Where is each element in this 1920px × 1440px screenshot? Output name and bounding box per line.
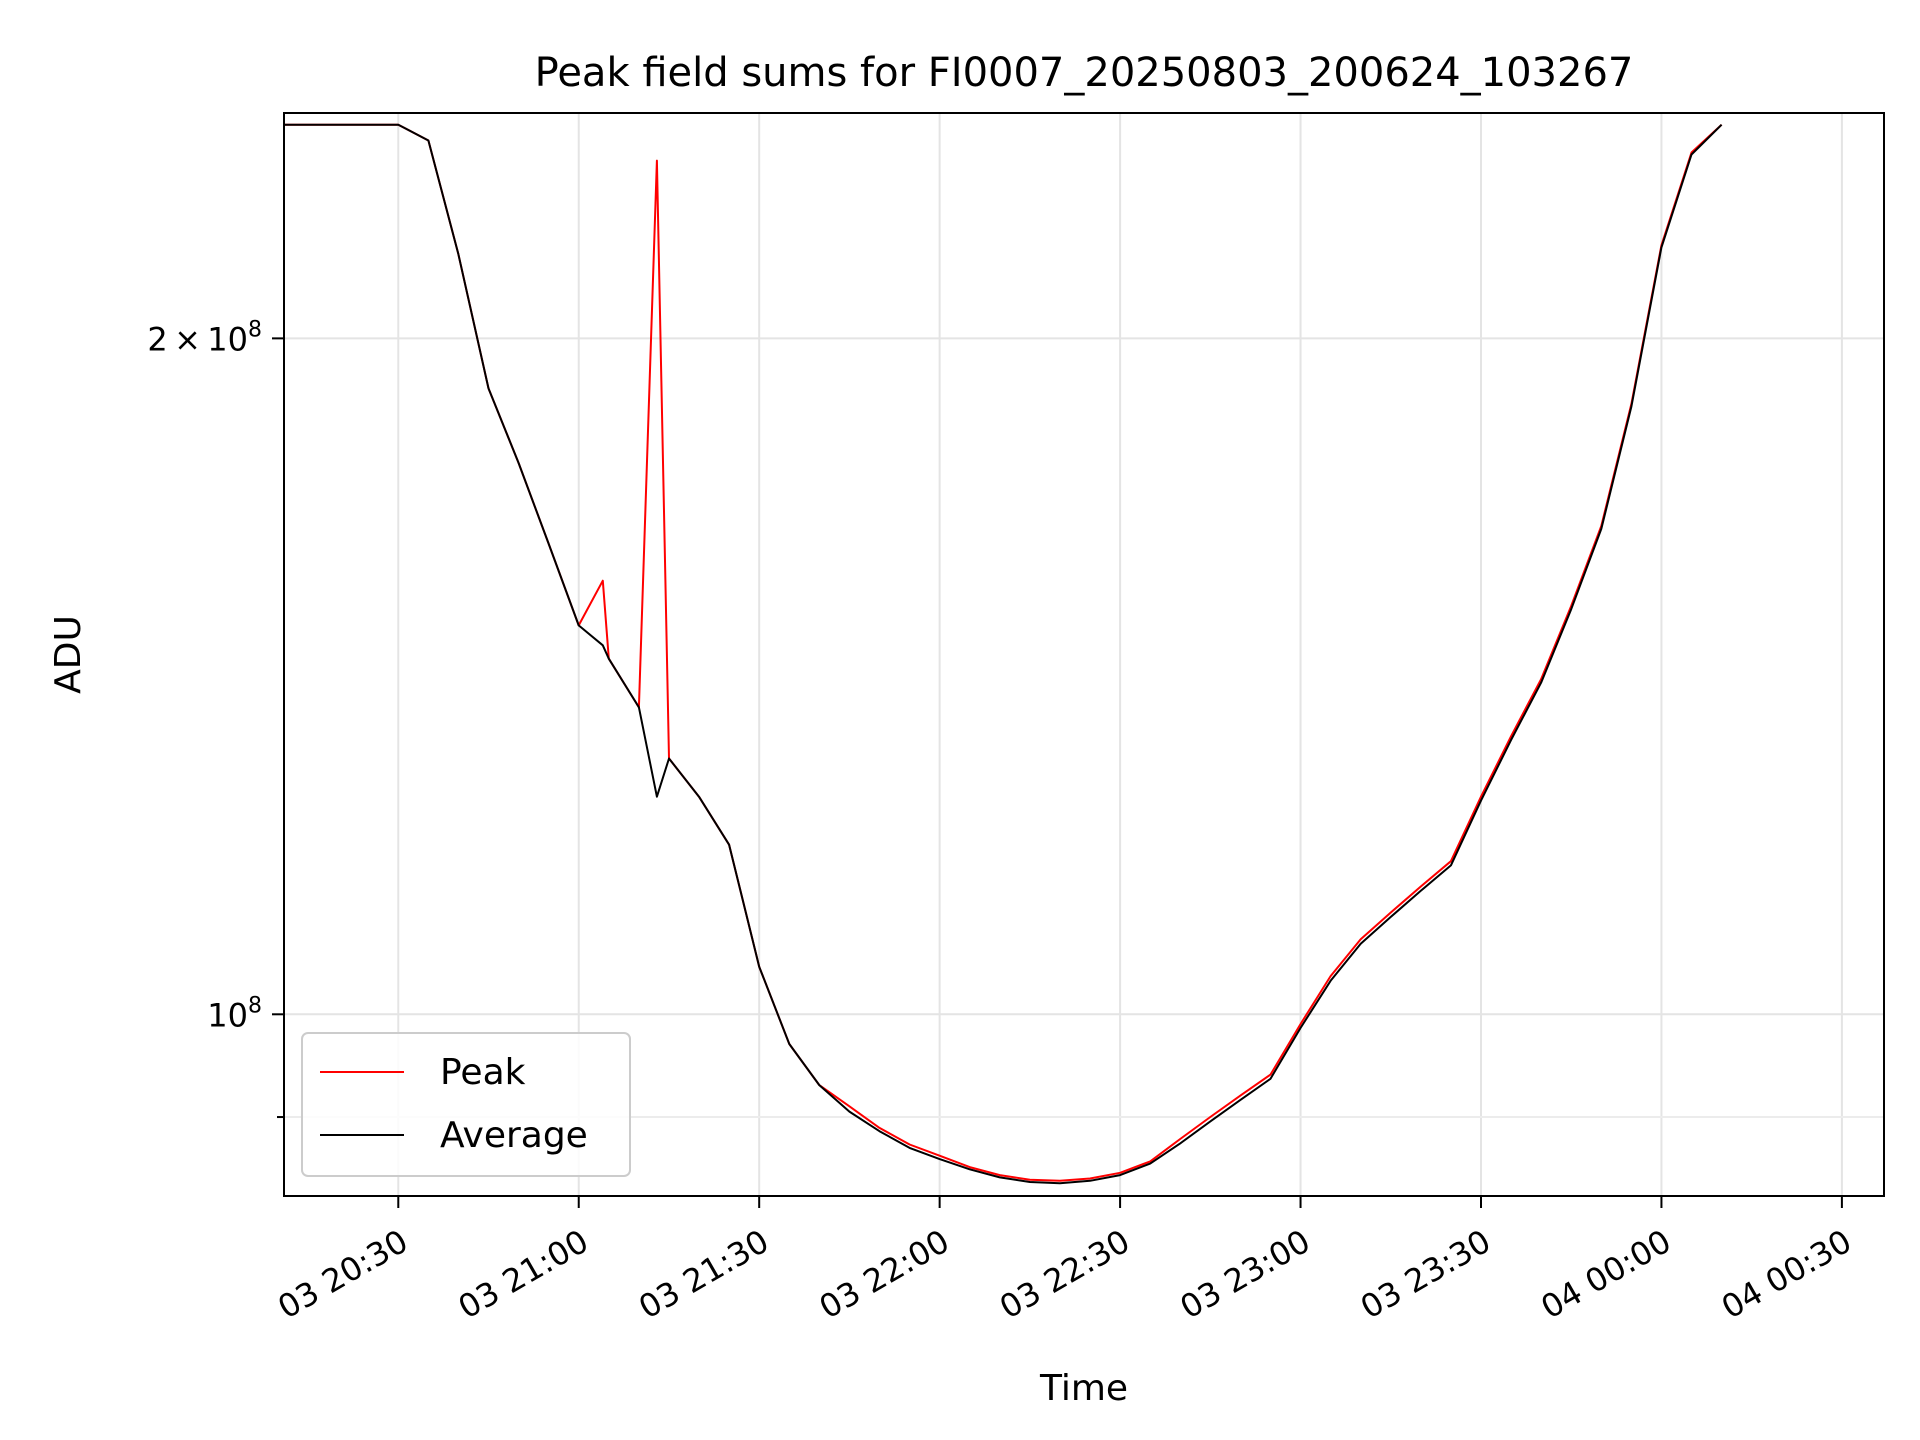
series-line-average: [284, 123, 1723, 1185]
y-axis-label: ADU: [48, 615, 89, 694]
legend-box: [301, 1032, 631, 1177]
legend: Peak Average: [301, 1032, 631, 1177]
legend-label-peak: Peak: [440, 1052, 526, 1093]
legend-label-average: Average: [440, 1115, 588, 1156]
grid: [284, 113, 1884, 1196]
chart-title: Peak field sums for FI0007_20250803_2006…: [535, 50, 1634, 96]
series-layer: [284, 123, 1723, 1185]
plot-frame: [283, 112, 1885, 1197]
plot-area: [284, 113, 1884, 1196]
x-axis-label: Time: [1039, 1368, 1128, 1409]
y-tick-label: 2 × 108: [147, 317, 262, 358]
series-line-peak: [284, 123, 1723, 1182]
